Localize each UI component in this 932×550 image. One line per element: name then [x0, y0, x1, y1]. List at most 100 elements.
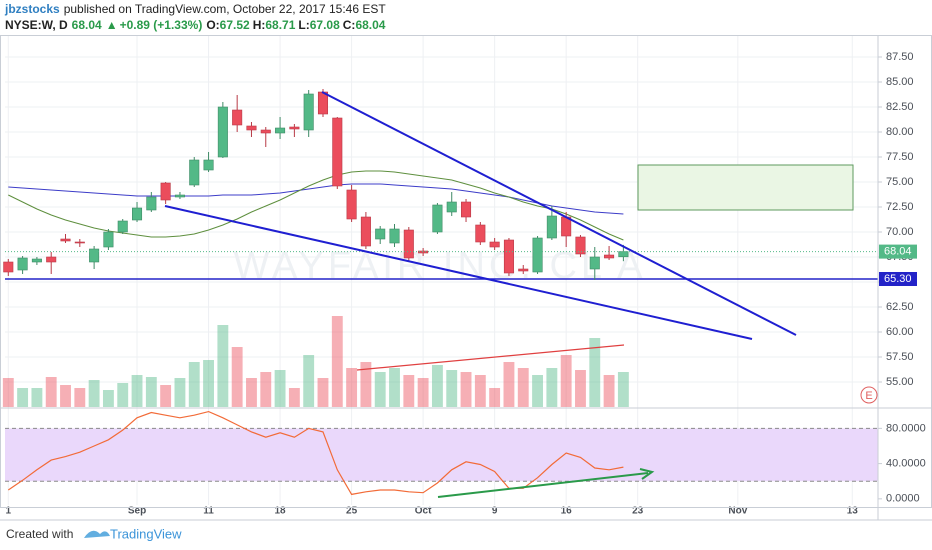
- last-price-label: 68.04: [884, 246, 912, 258]
- volume-bar: [431, 365, 443, 407]
- volume-bar: [160, 385, 172, 407]
- volume-bar: [603, 375, 615, 407]
- volume-bar: [45, 377, 57, 407]
- volume-bar: [460, 372, 472, 407]
- moving-average: [8, 170, 624, 241]
- candle-body: [575, 236, 586, 255]
- volume-bar: [360, 362, 372, 407]
- volume-bar: [532, 375, 543, 407]
- candle-body: [203, 159, 214, 171]
- candle-body: [189, 159, 200, 186]
- candle-body: [346, 189, 357, 220]
- y-tick-label: 72.50: [886, 201, 914, 213]
- x-tick-label: 16: [561, 506, 573, 517]
- c-label: C:: [343, 18, 356, 32]
- volume-bar: [188, 362, 200, 407]
- rsi-tick-label: 40.0000: [886, 458, 926, 470]
- y-tick-label: 77.50: [886, 151, 914, 163]
- y-tick-label: 57.50: [886, 351, 914, 363]
- x-tick-label: Sep: [128, 506, 146, 517]
- volume-bar: [31, 388, 43, 407]
- author[interactable]: jbzstocks: [4, 2, 60, 16]
- candle-body: [117, 220, 128, 233]
- c-value: 68.04: [355, 18, 385, 32]
- trendline: [164, 205, 753, 340]
- candle-body: [174, 194, 185, 198]
- candle-body: [475, 224, 486, 243]
- volume-bar: [546, 368, 558, 407]
- published: published on TradingView.com, October 22…: [64, 2, 387, 16]
- candle-body: [146, 196, 157, 211]
- earnings-marker[interactable]: [860, 386, 878, 404]
- volume-bar: [575, 370, 586, 407]
- volume-bar: [60, 385, 71, 407]
- candle-body: [389, 228, 400, 244]
- volume-bar: [446, 370, 458, 407]
- volume-bar: [131, 375, 143, 407]
- volume-bar: [403, 375, 415, 407]
- rsi-trendline: [437, 472, 649, 498]
- trendline: [321, 91, 797, 336]
- candle-body: [275, 127, 286, 134]
- arrow: ▲: [106, 18, 118, 32]
- candle-body: [503, 239, 514, 274]
- y-tick-label: 80.00: [886, 126, 914, 138]
- volume-bar: [589, 338, 601, 407]
- candle-body: [403, 229, 414, 259]
- footer-created: Created with: [6, 527, 73, 541]
- volume-bar: [417, 378, 429, 407]
- volume-bar: [617, 372, 629, 407]
- y-tick-label: 55.00: [886, 376, 914, 388]
- volume-bar: [260, 372, 272, 407]
- volume-bar: [174, 378, 186, 407]
- candle-body: [60, 238, 71, 242]
- volume-bar: [231, 347, 243, 407]
- o-value: 67.52: [220, 18, 250, 32]
- y-tick-label: 75.00: [886, 176, 914, 188]
- ohlc-line: NYSE:W, D 68.04 ▲ +0.89 (+1.33%) O:67.52 H:68…: [5, 18, 386, 32]
- candle-body: [332, 117, 343, 187]
- candle-body: [289, 126, 300, 130]
- last-price-box: [879, 244, 917, 259]
- last: 68.04: [72, 18, 102, 32]
- hline-label-box: [879, 272, 917, 286]
- volume-bar: [117, 383, 129, 407]
- volume-bar: [317, 378, 329, 407]
- change: +0.89 (+1.33%): [120, 18, 203, 32]
- candle-body: [260, 129, 271, 134]
- o-label: O:: [206, 18, 219, 32]
- candle-body: [74, 241, 85, 244]
- candle-body: [532, 237, 543, 273]
- candle-body: [17, 257, 28, 271]
- x-tick-label: Oct: [415, 506, 432, 517]
- volume-bar: [303, 355, 315, 407]
- y-tick-label: 60.00: [886, 326, 914, 338]
- volume-bar: [88, 380, 100, 407]
- x-tick-label: 18: [275, 506, 287, 517]
- x-tick-label: Nov: [728, 506, 747, 517]
- candle-body: [604, 254, 615, 259]
- header-line: jbzstocks published on TradingView.com, O…: [4, 2, 386, 16]
- brand-logo: [84, 530, 110, 538]
- volume-bar: [2, 378, 14, 407]
- earnings-label: E: [865, 390, 872, 402]
- candle-body: [303, 93, 314, 131]
- candle-body: [160, 182, 171, 201]
- candle-body: [89, 248, 100, 263]
- volume-bar: [560, 355, 572, 407]
- volume-bar: [17, 388, 29, 407]
- x-tick-label: 9: [492, 506, 498, 517]
- rsi-tick-label: 0.0000: [886, 493, 920, 505]
- y-tick-label: 70.00: [886, 226, 914, 238]
- volume-bar: [102, 390, 114, 407]
- symbol: NYSE:W, D: [5, 18, 68, 32]
- candle-body: [489, 241, 500, 248]
- footer-brand[interactable]: TradingView: [110, 526, 182, 541]
- candle-body: [546, 215, 557, 239]
- volume-bar: [346, 368, 358, 407]
- candle-body: [432, 204, 443, 233]
- candle-body: [618, 251, 629, 258]
- candle-body: [132, 207, 143, 221]
- volume-bar: [246, 378, 257, 407]
- candle-body: [418, 250, 429, 254]
